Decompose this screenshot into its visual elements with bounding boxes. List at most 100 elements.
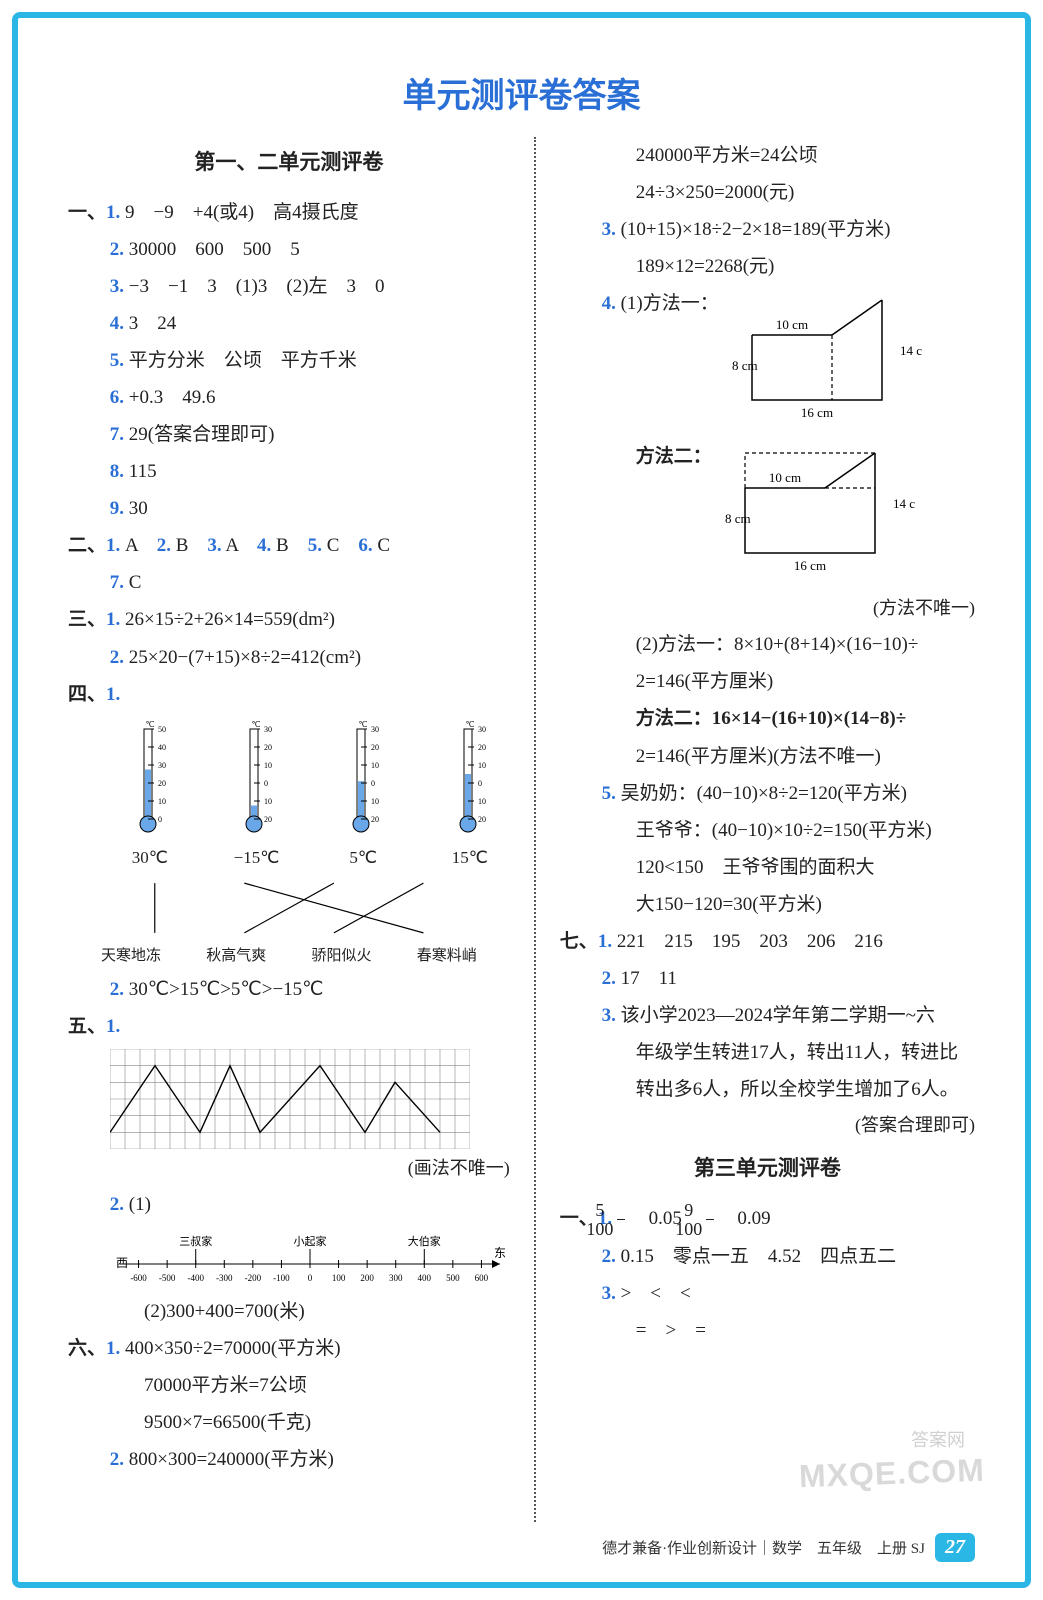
r-cont-1: 240000平方米=24公顷	[560, 137, 975, 174]
svg-text:10 cm: 10 cm	[775, 317, 807, 332]
fraction-1: 5100	[617, 1201, 625, 1238]
q7-1: 七、1. 221 215 195 203 206 216	[560, 923, 975, 960]
svg-text:0: 0	[478, 779, 482, 788]
q6-2: 2. 800×300=240000(平方米)	[68, 1441, 510, 1478]
s2-q1-2: 2. 0.15 零点一五 4.52 四点五二	[560, 1238, 975, 1275]
svg-text:0: 0	[371, 779, 375, 788]
shape-figure-1: 10 cm14 cm8 cm16 cm	[732, 285, 922, 438]
svg-text:10: 10	[264, 761, 272, 770]
section-2-title: 第三单元测评卷	[560, 1149, 975, 1190]
q6-5c: 120<150 王爷爷围的面积大	[560, 849, 975, 886]
q7-2: 2. 17 11	[560, 960, 975, 997]
svg-text:0: 0	[158, 815, 162, 824]
svg-text:-500: -500	[159, 1273, 176, 1283]
svg-text:-400: -400	[187, 1273, 204, 1283]
svg-text:14 cm: 14 cm	[900, 343, 922, 358]
svg-text:8 cm: 8 cm	[725, 511, 751, 526]
svg-text:℃: ℃	[465, 720, 474, 729]
svg-text:100: 100	[332, 1273, 346, 1283]
svg-text:600: 600	[474, 1273, 488, 1283]
svg-text:400: 400	[417, 1273, 431, 1283]
svg-text:大伯家: 大伯家	[408, 1234, 441, 1248]
s2-q1-1: 一、1. 5100 0.05 9100 0.09	[560, 1200, 975, 1238]
q6-4-p2a: (2)方法一：8×10+(8+14)×(16−10)÷	[560, 626, 975, 663]
q6-1b: 70000平方米=7公顷	[68, 1367, 510, 1404]
svg-text:20: 20	[478, 815, 486, 824]
page-footer: 德才兼备·作业创新设计｜数学 五年级 上册 SJ 27	[68, 1533, 975, 1562]
section-1-title: 第一、二单元测评卷	[68, 143, 510, 184]
q6-5b: 王爷爷：(40−10)×10÷2=150(平方米)	[560, 812, 975, 849]
svg-text:10: 10	[264, 797, 272, 806]
page-number: 27	[935, 1533, 975, 1562]
shape-note: (方法不唯一)	[560, 591, 975, 626]
q1-8: 8. 115	[68, 453, 510, 490]
svg-text:500: 500	[446, 1273, 460, 1283]
watermark-small: 答案网	[911, 1426, 965, 1452]
svg-text:20: 20	[371, 815, 379, 824]
matching-lines	[110, 878, 468, 938]
q4-2: 2. 30℃>15℃>5℃>−15℃	[68, 971, 510, 1008]
q6-4-p2b: 方法二：16×14−(16+10)×(14−8)÷	[560, 700, 975, 737]
svg-text:-600: -600	[130, 1273, 147, 1283]
svg-text:10: 10	[158, 797, 166, 806]
svg-text:℃: ℃	[359, 720, 368, 729]
q6-1c: 9500×7=66500(千克)	[68, 1404, 510, 1441]
grid-figure	[110, 1049, 510, 1149]
svg-text:20: 20	[371, 743, 379, 752]
svg-text:10: 10	[478, 761, 486, 770]
q1-2: 2. 30000 600 500 5	[68, 231, 510, 268]
q5-1: 五、1.	[68, 1008, 510, 1045]
svg-text:-100: -100	[273, 1273, 290, 1283]
q4-1: 四、1.	[68, 676, 510, 713]
q5-2b: (2)300+400=700(米)	[68, 1293, 510, 1330]
svg-text:℃: ℃	[252, 720, 261, 729]
svg-text:300: 300	[389, 1273, 403, 1283]
svg-text:16 cm: 16 cm	[800, 405, 832, 420]
svg-text:东: 东	[494, 1246, 506, 1260]
number-line: -600-500-400-300-200-1000100200300400500…	[110, 1229, 510, 1289]
svg-text:16 cm: 16 cm	[793, 558, 825, 573]
svg-text:20: 20	[478, 743, 486, 752]
svg-text:50: 50	[158, 725, 166, 734]
main-title: 单元测评卷答案	[68, 68, 975, 117]
watermark-main: MXQE.COM	[799, 1452, 986, 1495]
left-column: 第一、二单元测评卷 一、1. 9 −9 +4(或4) 高4摄氏度 2. 3000…	[68, 137, 510, 1522]
q7-3: 3. 该小学2023—2024学年第二学期一~六	[560, 997, 975, 1034]
q1-9: 9. 30	[68, 490, 510, 527]
svg-text:-200: -200	[244, 1273, 261, 1283]
q2-line1: 二、1. A 2. B 3. A 4. B 5. C 6. C	[68, 527, 510, 564]
q6-4-m2: 方法二： 10 cm14 cm8 cm16 cm	[560, 438, 975, 591]
q3-2: 2. 25×20−(7+15)×8÷2=412(cm²)	[68, 639, 510, 676]
svg-text:20: 20	[264, 815, 272, 824]
q1-5: 5. 平方分米 公顷 平方千米	[68, 342, 510, 379]
svg-text:0: 0	[308, 1273, 313, 1283]
svg-text:-300: -300	[216, 1273, 233, 1283]
svg-text:30: 30	[264, 725, 272, 734]
svg-text:40: 40	[158, 743, 166, 752]
q1-6: 6. +0.3 49.6	[68, 379, 510, 416]
svg-text:20: 20	[264, 743, 272, 752]
svg-text:30: 30	[478, 725, 486, 734]
columns: 第一、二单元测评卷 一、1. 9 −9 +4(或4) 高4摄氏度 2. 3000…	[68, 137, 975, 1522]
q6-4-p2a2: 2=146(平方厘米)	[560, 663, 975, 700]
q6-1: 六、1. 400×350÷2=70000(平方米)	[68, 1330, 510, 1367]
s2-q1-3: 3. > < <	[560, 1275, 975, 1312]
svg-text:℃: ℃	[145, 720, 154, 729]
svg-text:20: 20	[158, 779, 166, 788]
q7-3d: (答案合理即可)	[560, 1108, 975, 1143]
q1-7: 7. 29(答案合理即可)	[68, 416, 510, 453]
q7-3c: 转出多6人，所以全校学生增加了6人。	[560, 1071, 975, 1108]
idiom-row: 天寒地冻秋高气爽骄阳似火春寒料峭	[101, 942, 477, 971]
column-divider	[534, 137, 536, 1522]
page-content: 单元测评卷答案 第一、二单元测评卷 一、1. 9 −9 +4(或4) 高4摄氏度…	[68, 68, 975, 1522]
q1-1: 一、1. 9 −9 +4(或4) 高4摄氏度	[68, 194, 510, 231]
svg-text:10: 10	[371, 797, 379, 806]
q6-5d: 大150−120=30(平方米)	[560, 886, 975, 923]
q3-1: 三、1. 26×15÷2+26×14=559(dm²)	[68, 601, 510, 638]
svg-text:10 cm: 10 cm	[768, 470, 800, 485]
q6-4: 4. (1)方法一： 10 cm14 cm8 cm16 cm	[560, 285, 975, 438]
svg-text:0: 0	[264, 779, 268, 788]
thermometer-row: ℃ 50403020100 30℃ ℃ 30201001020 −15℃ ℃ 3…	[110, 719, 510, 874]
q6-5: 5. 吴奶奶：(40−10)×8÷2=120(平方米)	[560, 775, 975, 812]
q2-line2: 7. C	[68, 564, 510, 601]
